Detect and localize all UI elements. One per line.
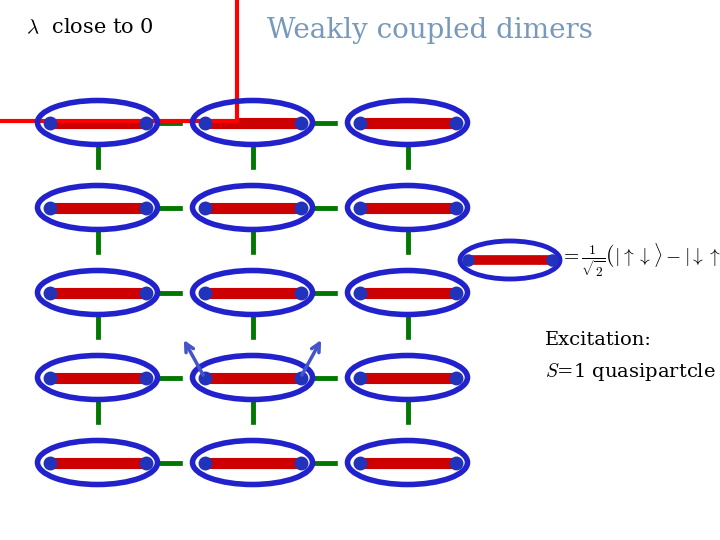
Text: $S$=1 quasipartcle: $S$=1 quasipartcle — [545, 361, 716, 383]
Text: Weakly coupled dimers: Weakly coupled dimers — [267, 17, 593, 44]
Text: Excitation:: Excitation: — [545, 331, 652, 349]
Text: $\lambda$  close to 0: $\lambda$ close to 0 — [26, 18, 154, 38]
Text: $= \frac{1}{\sqrt{2}}\left(|{\uparrow\downarrow}\rangle - |{\downarrow\uparrow}\: $= \frac{1}{\sqrt{2}}\left(|{\uparrow\do… — [560, 241, 720, 279]
